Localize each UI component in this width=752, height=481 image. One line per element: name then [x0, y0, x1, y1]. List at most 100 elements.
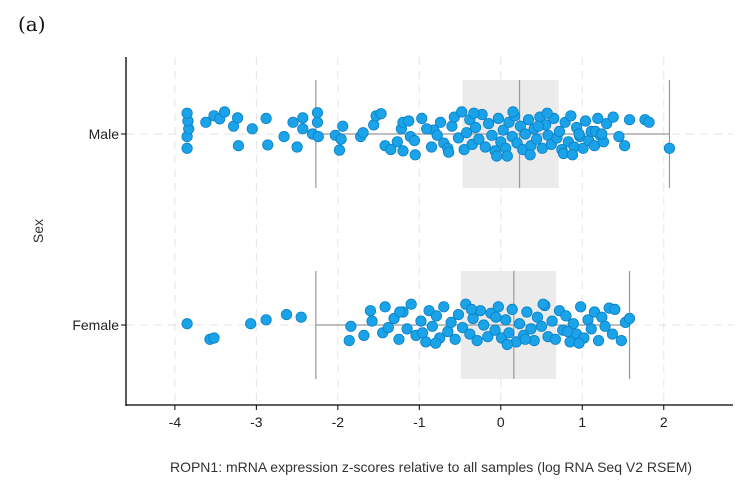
- data-point: [560, 310, 572, 322]
- data-point: [519, 333, 531, 345]
- data-point: [260, 112, 272, 125]
- data-point: [541, 107, 553, 119]
- data-point: [333, 144, 346, 156]
- y-axis-title: Sex: [30, 219, 46, 243]
- data-point: [456, 321, 469, 334]
- data-point: [566, 149, 579, 161]
- data-point: [452, 308, 465, 321]
- data-point: [416, 112, 428, 125]
- data-point: [575, 301, 587, 313]
- data-point: [232, 112, 244, 124]
- data-point: [394, 306, 406, 318]
- data-point: [506, 303, 518, 315]
- data-point: [549, 333, 561, 345]
- data-point: [619, 140, 631, 152]
- data-point: [397, 145, 409, 157]
- data-point: [408, 134, 421, 147]
- data-point: [521, 306, 533, 318]
- data-point: [287, 116, 299, 128]
- data-point: [469, 121, 482, 134]
- data-point: [663, 142, 676, 154]
- data-point: [337, 120, 349, 132]
- data-point: [434, 116, 447, 128]
- data-point: [491, 150, 503, 162]
- data-point: [519, 128, 531, 140]
- y-tick-label: Male: [89, 126, 120, 142]
- data-point: [531, 133, 543, 145]
- data-point: [311, 107, 324, 119]
- data-point: [456, 106, 468, 118]
- data-point: [492, 112, 504, 125]
- data-point: [379, 301, 391, 313]
- data-point: [482, 118, 495, 130]
- data-point: [297, 123, 309, 135]
- data-point: [181, 107, 193, 119]
- data-point: [607, 111, 619, 123]
- x-tick-label: -1: [413, 414, 426, 430]
- data-point: [606, 328, 619, 340]
- data-point: [553, 125, 566, 137]
- data-point: [366, 315, 378, 327]
- data-point: [311, 116, 324, 128]
- data-point: [531, 311, 544, 323]
- data-point: [409, 149, 421, 161]
- data-point: [260, 314, 272, 326]
- data-point: [291, 141, 303, 153]
- data-point: [393, 333, 405, 345]
- data-point: [522, 114, 535, 126]
- data-point: [579, 115, 592, 127]
- data-point: [181, 318, 193, 330]
- y-ticks: Male Female: [72, 126, 126, 333]
- data-point: [643, 116, 655, 128]
- data-point: [421, 123, 433, 135]
- data-point: [599, 320, 611, 332]
- data-point: [501, 150, 513, 162]
- grid-lines: [126, 57, 733, 405]
- data-point: [573, 337, 585, 349]
- data-point: [479, 141, 491, 153]
- x-tick-label: 0: [497, 414, 505, 430]
- data-point: [532, 120, 544, 132]
- data-point: [478, 319, 490, 331]
- data-point: [218, 106, 231, 118]
- data-point: [416, 327, 429, 339]
- data-point: [382, 321, 394, 334]
- data-point: [471, 334, 483, 347]
- data-point: [592, 334, 605, 347]
- data-point: [562, 325, 574, 338]
- data-point: [208, 332, 220, 344]
- data-point: [430, 337, 442, 349]
- data-point: [297, 112, 309, 124]
- data-point: [295, 311, 307, 323]
- data-point: [565, 110, 577, 122]
- x-tick-label: 1: [578, 414, 586, 430]
- data-point: [405, 298, 417, 310]
- data-point: [452, 132, 465, 144]
- data-point: [573, 128, 585, 140]
- data-point: [443, 146, 455, 158]
- data-point: [426, 320, 438, 332]
- data-point: [486, 129, 498, 141]
- data-point: [497, 124, 509, 136]
- data-point: [335, 133, 347, 145]
- data-point: [577, 142, 589, 154]
- data-point: [613, 131, 625, 143]
- data-point: [312, 131, 324, 143]
- data-point: [465, 303, 478, 315]
- x-tick-label: -2: [332, 414, 345, 430]
- data-point: [391, 136, 403, 148]
- data-point: [200, 116, 212, 128]
- data-point: [245, 318, 257, 330]
- data-point: [232, 140, 245, 152]
- data-point: [501, 338, 513, 351]
- data-point: [449, 333, 461, 345]
- data-point: [535, 320, 548, 332]
- data-point: [262, 139, 274, 151]
- x-tick-label: -3: [250, 414, 263, 430]
- data-point: [507, 106, 519, 118]
- data-point: [482, 331, 494, 343]
- data-point: [537, 298, 549, 310]
- data-point: [503, 327, 515, 339]
- data-point: [464, 328, 476, 340]
